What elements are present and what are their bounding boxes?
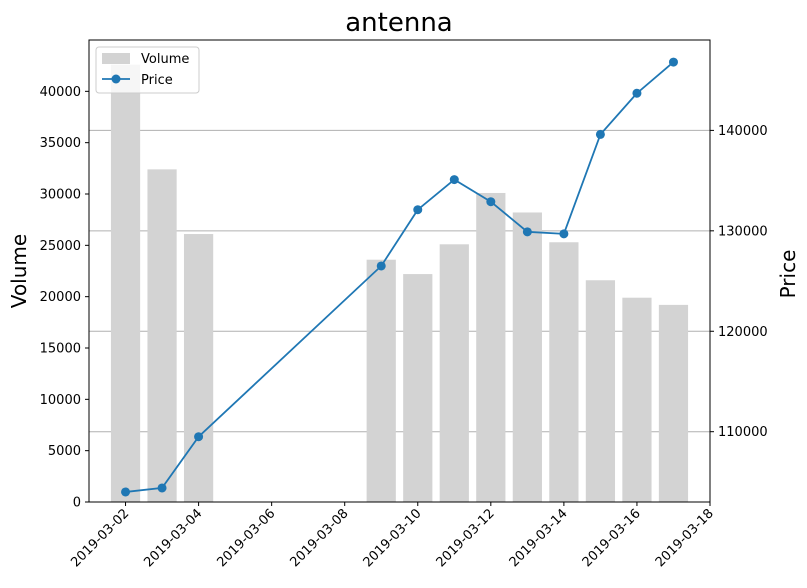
left-tick-label: 0 — [73, 496, 81, 511]
plot-frame — [88, 39, 711, 503]
left-tick-label: 35000 — [40, 136, 81, 151]
left-tick-label: 20000 — [40, 290, 81, 305]
volume-bar — [366, 259, 396, 502]
volume-bar — [183, 234, 214, 503]
x-tick-label: 2019-03-16 — [580, 506, 644, 570]
price-point — [376, 261, 386, 271]
volume-bar — [549, 242, 579, 502]
volume-bar — [110, 64, 141, 502]
legend-price-label: Price — [141, 73, 173, 88]
price-line — [125, 61, 675, 493]
left-tick-label: 30000 — [40, 188, 81, 203]
volume-bar — [403, 274, 433, 502]
right-tick-label: 140000 — [718, 124, 768, 139]
left-axis-label: Volume — [7, 234, 31, 308]
left-tick-label: 10000 — [40, 393, 81, 408]
volume-bar — [439, 244, 469, 502]
volume-bar — [658, 304, 689, 502]
price-line-series — [121, 57, 678, 497]
left-tick-label: 40000 — [40, 85, 81, 100]
price-point — [559, 229, 569, 239]
x-tick-label: 2019-03-12 — [434, 506, 498, 570]
legend-volume-swatch — [102, 53, 130, 64]
left-tick-label: 5000 — [48, 444, 81, 459]
right-tick-label: 120000 — [718, 325, 768, 340]
x-tick-label: 2019-03-04 — [141, 506, 205, 570]
volume-bar — [476, 192, 506, 502]
legend: Volume Price — [95, 46, 200, 94]
price-point — [486, 197, 496, 207]
volume-bar — [585, 280, 616, 502]
price-point — [157, 483, 167, 493]
price-point — [413, 205, 423, 215]
right-tick-label: 110000 — [718, 425, 768, 440]
price-point — [632, 88, 642, 98]
x-tick-label: 2019-03-08 — [287, 506, 351, 570]
legend-price-marker — [111, 74, 121, 84]
legend-volume-label: Volume — [141, 52, 189, 67]
right-axis-label: Price — [776, 250, 800, 299]
price-point — [595, 129, 605, 139]
right-y-axis: 110000 120000 130000 140000 — [710, 124, 768, 440]
right-tick-label: 130000 — [718, 224, 768, 239]
x-tick-label: 2019-03-14 — [507, 506, 571, 570]
left-tick-label: 15000 — [40, 342, 81, 357]
price-point — [194, 432, 204, 442]
grid — [89, 129, 710, 433]
volume-bar — [147, 169, 177, 503]
price-point — [449, 175, 459, 185]
chart-title: antenna — [345, 8, 453, 38]
x-tick-label: 2019-03-10 — [361, 506, 425, 570]
x-tick-label: 2019-03-06 — [214, 506, 278, 570]
left-y-axis: 0 5000 10000 15000 20000 25000 30000 35000 40000 — [40, 85, 89, 511]
volume-bars — [110, 64, 689, 503]
price-point — [121, 487, 131, 497]
x-axis: 2019-03-02 2019-03-04 2019-03-06 2019-03-08… — [68, 502, 717, 570]
x-tick-label: 2019-03-18 — [653, 506, 717, 570]
left-tick-label: 25000 — [40, 239, 81, 254]
volume-bar — [512, 212, 542, 503]
price-point — [668, 57, 678, 67]
volume-bar — [622, 297, 652, 502]
price-point — [522, 227, 532, 237]
x-tick-label: 2019-03-02 — [68, 506, 132, 570]
